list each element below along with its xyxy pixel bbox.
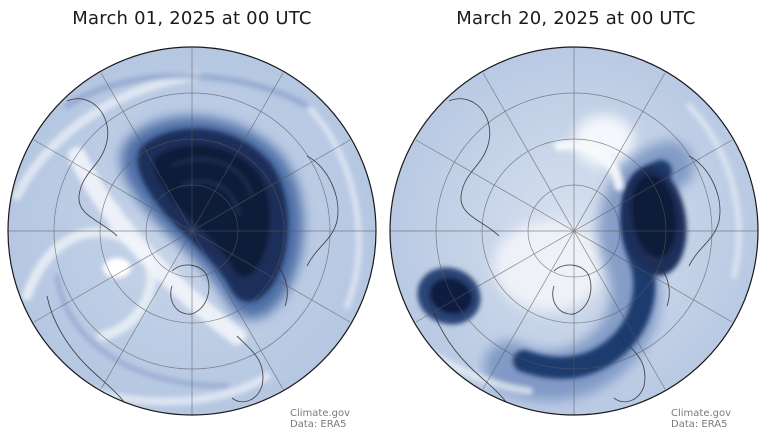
credit-source: Climate.gov bbox=[671, 408, 732, 419]
map-credit: Climate.gov Data: ERA5 bbox=[671, 408, 731, 430]
map-boundary bbox=[389, 46, 759, 416]
credit-source: Climate.gov bbox=[290, 408, 351, 419]
polar-map-march-20 bbox=[389, 46, 759, 416]
map-title: March 20, 2025 at 00 UTC bbox=[456, 8, 696, 29]
map-panel-right: March 20, 2025 at 00 UTC bbox=[384, 0, 768, 432]
polar-map-march-01 bbox=[7, 46, 377, 416]
map-panel-left: March 01, 2025 at 00 UTC bbox=[7, 8, 377, 430]
map-title: March 01, 2025 at 00 UTC bbox=[72, 8, 312, 29]
credit-data: Data: ERA5 bbox=[290, 419, 347, 430]
map-credit: Climate.gov Data: ERA5 bbox=[290, 408, 350, 430]
map-boundary bbox=[7, 46, 377, 416]
credit-data: Data: ERA5 bbox=[671, 419, 728, 430]
